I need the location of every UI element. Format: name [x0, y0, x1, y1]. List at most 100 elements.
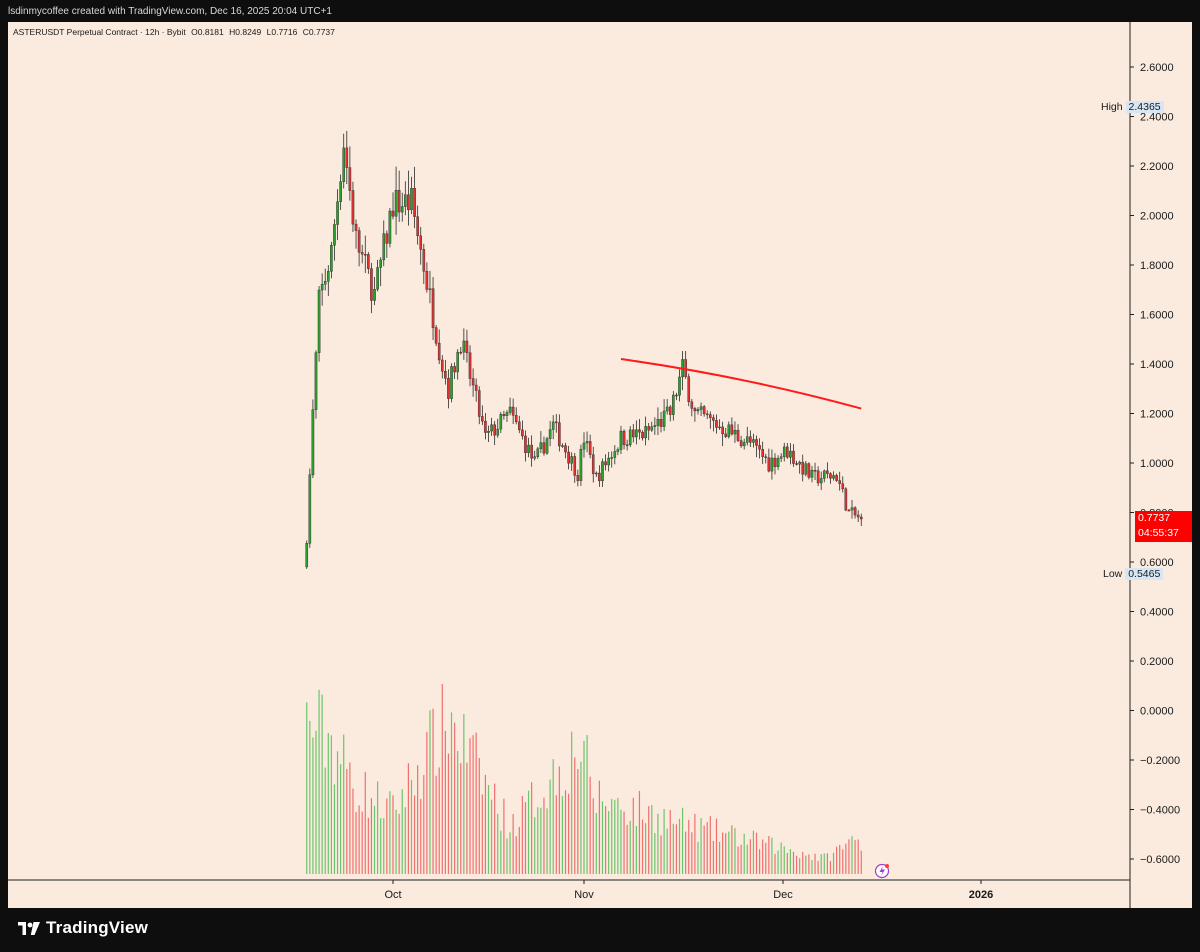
candle — [736, 424, 740, 442]
volume-bar — [376, 781, 379, 874]
volume-bar — [401, 789, 403, 874]
candle — [496, 418, 500, 438]
volume-bar — [567, 793, 570, 874]
candle — [450, 363, 453, 403]
candle — [659, 411, 663, 433]
volume-bar — [429, 710, 431, 874]
candle — [653, 417, 657, 435]
candle — [462, 328, 466, 360]
candle — [339, 174, 342, 210]
candle — [798, 460, 801, 474]
lightning-alert-icon[interactable] — [874, 863, 890, 879]
volume-bar — [555, 795, 557, 874]
candle — [665, 399, 669, 415]
candle — [832, 471, 835, 481]
candle — [758, 438, 761, 459]
candle — [333, 219, 336, 261]
candle — [699, 402, 703, 417]
candle — [311, 399, 315, 479]
volume-bar — [614, 799, 616, 874]
volume-bar — [383, 818, 385, 874]
price-tick-label: 1.0000 — [1140, 458, 1174, 470]
candle — [779, 453, 783, 463]
candle — [816, 466, 820, 487]
volume-bar — [632, 797, 634, 874]
volume-bar — [604, 806, 607, 874]
candle — [739, 435, 743, 448]
volume-bar — [333, 784, 336, 874]
chart-panel[interactable]: 2.6000 2.4000 2.2000 2.0000 1.8000 1.6000 1.40… — [8, 22, 1192, 908]
volume-bar — [629, 820, 631, 874]
volume-bar — [651, 805, 653, 874]
price-tick-label: 2.2000 — [1140, 161, 1174, 173]
candle — [527, 437, 530, 458]
volume-bar — [589, 776, 591, 874]
candle — [348, 146, 352, 201]
candle — [786, 442, 789, 459]
candle — [650, 421, 654, 432]
volume-bar — [543, 797, 545, 874]
volume-bar — [688, 819, 690, 874]
volume-bar — [641, 819, 644, 874]
candle — [822, 469, 826, 483]
volume-bar — [786, 853, 788, 874]
price-tick-label: 1.8000 — [1140, 260, 1174, 272]
candle — [468, 345, 472, 387]
volume-bar — [318, 689, 320, 874]
candle — [850, 499, 854, 519]
price-tick-label: −0.2000 — [1140, 755, 1180, 767]
volume-bar — [814, 853, 816, 874]
volume-bar — [817, 860, 819, 874]
resistance-trendline[interactable] — [620, 358, 862, 410]
candle — [477, 386, 481, 425]
candle — [407, 170, 410, 226]
volume-bar — [854, 840, 856, 874]
candle — [323, 268, 327, 291]
volume-bar — [355, 812, 357, 874]
candle — [755, 435, 758, 458]
candle — [533, 450, 537, 461]
volume-bar — [638, 790, 641, 874]
volume-bar — [392, 795, 394, 874]
price-chart[interactable]: 2.6000 2.4000 2.2000 2.0000 1.8000 1.6000 1.40… — [8, 22, 1192, 908]
volume-bar — [463, 714, 465, 874]
volume-bar — [478, 757, 480, 874]
volume-bar — [352, 788, 354, 874]
volume-bar — [349, 762, 351, 874]
candle — [745, 426, 749, 446]
candle — [610, 451, 614, 468]
volume-bar — [524, 802, 527, 874]
candle — [490, 417, 493, 436]
volume-bar — [577, 769, 579, 874]
candle — [721, 421, 724, 447]
volume-bar — [635, 825, 637, 874]
volume-bar — [321, 694, 323, 874]
candle — [804, 461, 808, 477]
candle — [819, 471, 823, 491]
candle — [314, 350, 318, 419]
candle — [678, 369, 681, 402]
volume-bar — [595, 813, 597, 874]
brand-name: TradingView — [46, 918, 149, 937]
candle — [385, 230, 389, 258]
price-tick-label: −0.6000 — [1140, 854, 1180, 866]
volume-bar — [497, 813, 499, 874]
volume-bar — [712, 841, 714, 874]
candle — [327, 265, 330, 296]
candle — [388, 207, 392, 248]
volume-bar — [531, 782, 533, 874]
candle — [616, 447, 620, 456]
candle — [859, 513, 863, 527]
volume-bar — [737, 846, 739, 874]
candle — [591, 446, 595, 483]
high-label: High — [1101, 101, 1123, 113]
volume-bar — [580, 761, 582, 874]
tradingview-logo[interactable]: TradingView — [18, 918, 148, 938]
candle — [696, 407, 700, 415]
candle — [536, 446, 540, 459]
candle — [505, 410, 509, 423]
candle — [730, 417, 734, 436]
price-tick-label: 2.6000 — [1140, 62, 1174, 74]
volume-bar — [808, 854, 810, 874]
low-marker: Low 0.5465 — [1103, 567, 1164, 582]
